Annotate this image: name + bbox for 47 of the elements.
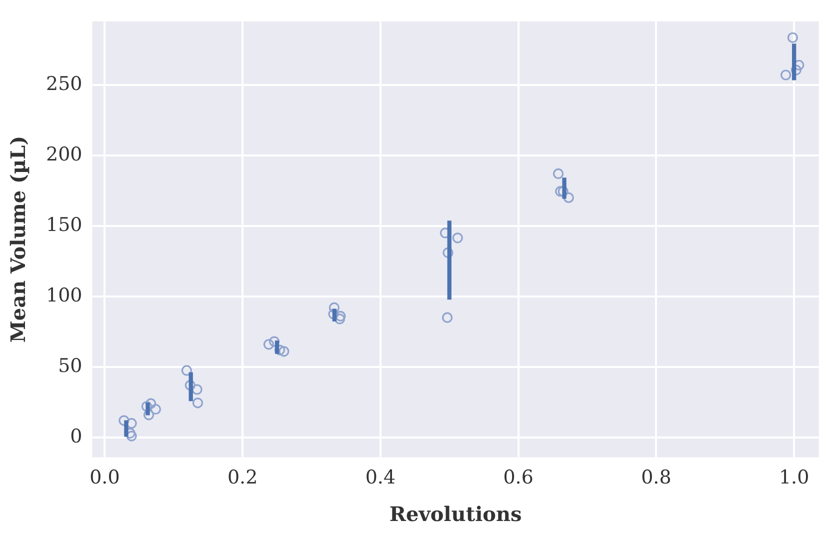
point [143,410,154,420]
point [442,312,453,323]
bar [146,402,150,416]
point [146,398,156,409]
point [328,302,340,314]
x-axis-title: Revolutions [389,502,522,526]
x-tick-label: 0.2 [227,466,258,489]
point [553,168,564,180]
point [335,310,346,322]
point [268,336,280,347]
point [452,232,463,244]
point [442,247,454,258]
bar [447,220,452,300]
point [181,365,192,376]
point [141,401,152,412]
bar [792,44,796,80]
point [787,32,798,43]
y-tick-label: 0 [70,425,82,448]
point [790,64,802,76]
bar [562,178,566,199]
y-tick-label: 200 [46,143,82,166]
y-tick-label: 50 [58,354,82,377]
point [563,192,574,203]
y-tick-label: 150 [46,214,82,236]
x-tick-label: 0.6 [503,466,534,489]
point [192,384,202,395]
y-tick-label: 100 [46,284,82,306]
x-tick-label: 0.4 [365,466,396,489]
point [334,314,346,324]
bar [332,308,337,322]
bar [124,420,128,437]
point [118,415,130,426]
point [126,418,137,429]
point [780,70,792,80]
x-tick-label: 1.0 [778,466,810,489]
x-tick-label: 0.0 [90,466,120,489]
point [192,398,204,408]
point [263,339,274,350]
point [126,430,137,442]
point [150,404,161,415]
point [274,344,286,356]
bar [274,340,280,354]
bar [188,372,193,402]
x-tick-label: 0.8 [641,466,672,489]
point [278,346,290,357]
y-tick-label: 250 [46,72,82,95]
y-axis-title: Mean Volume (µL) [6,136,30,343]
